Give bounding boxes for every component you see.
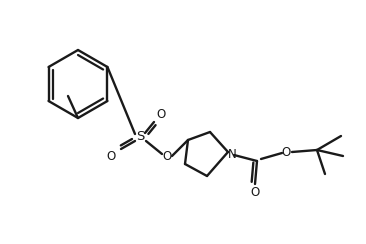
Text: O: O (250, 185, 259, 199)
Text: O: O (281, 145, 291, 159)
Text: N: N (228, 148, 236, 161)
Text: O: O (107, 151, 116, 163)
Text: S: S (136, 131, 144, 143)
Text: O: O (163, 150, 172, 163)
Text: O: O (156, 108, 166, 121)
